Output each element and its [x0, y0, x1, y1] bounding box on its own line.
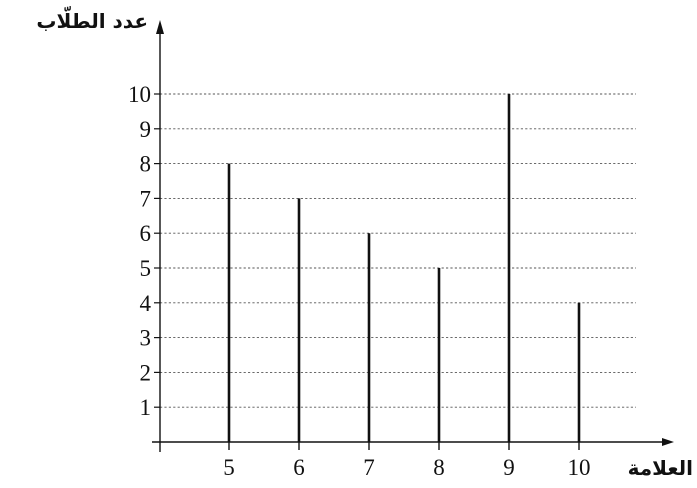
- bars: [227, 94, 581, 442]
- x-axis-title: العلامة: [628, 456, 693, 480]
- y-tick-label: 4: [140, 291, 152, 316]
- y-tick-label: 6: [140, 221, 152, 246]
- y-tick-label: 9: [140, 117, 152, 142]
- x-tick-label: 7: [363, 455, 375, 480]
- y-tick-label: 10: [128, 82, 151, 107]
- y-tick-label: 5: [140, 256, 152, 281]
- y-tick-label: 8: [140, 152, 152, 177]
- x-tick-label: 6: [293, 455, 305, 480]
- x-tick-label: 8: [433, 455, 445, 480]
- y-tick-label: 2: [140, 360, 152, 385]
- grid-lines: [160, 93, 636, 408]
- y-tick-labels: 1 2 3 4 5 6 7 8 9 10: [128, 82, 160, 420]
- y-axis-title: عدد الطلّاب: [36, 6, 148, 33]
- y-tick-label: 7: [140, 186, 152, 211]
- x-axis-arrow: [662, 438, 674, 446]
- x-tick-label: 10: [568, 455, 591, 480]
- y-axis-arrow: [156, 20, 164, 34]
- x-tick-label: 9: [503, 455, 515, 480]
- x-tick-label: 5: [223, 455, 235, 480]
- y-tick-label: 3: [140, 326, 152, 351]
- y-tick-label: 1: [140, 395, 152, 420]
- x-tick-labels: 5 6 7 8 9 10: [223, 442, 591, 480]
